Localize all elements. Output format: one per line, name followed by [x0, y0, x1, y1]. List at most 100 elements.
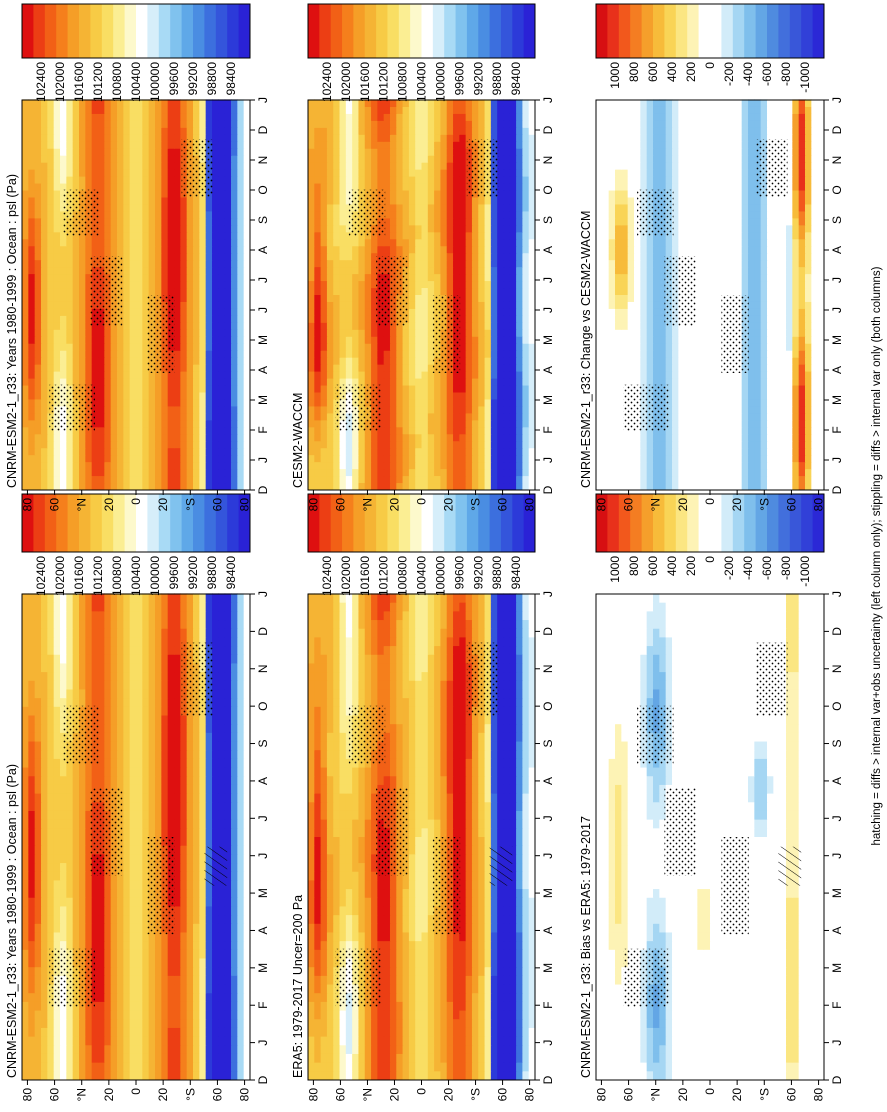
heatmap-cell	[333, 810, 341, 820]
heatmap-cell	[383, 706, 391, 716]
heatmap-cell	[528, 905, 536, 916]
heatmap-cell	[326, 897, 334, 907]
heatmap-cell	[212, 966, 219, 976]
heatmap-cell	[314, 654, 322, 664]
heatmap-cell	[218, 723, 226, 733]
heatmap-cell	[516, 732, 523, 742]
heatmap-cell	[352, 897, 360, 907]
heatmap-cell	[358, 819, 366, 829]
heatmap-cell	[41, 923, 48, 933]
heatmap-cell	[345, 905, 353, 916]
heatmap-cell	[503, 905, 511, 916]
heatmap-cell	[53, 628, 61, 638]
heatmap-cell	[28, 975, 36, 985]
heatmap-cell	[497, 758, 505, 768]
heatmap-cell	[646, 914, 654, 924]
heatmap-cell	[110, 1009, 118, 1020]
heatmap-cell	[497, 940, 505, 950]
heatmap-cell	[371, 645, 378, 655]
heatmap-cell	[161, 810, 169, 820]
heatmap-cell	[243, 923, 251, 933]
heatmap-cell	[41, 758, 48, 768]
heatmap-cell	[453, 810, 460, 820]
heatmap-cell	[396, 680, 404, 690]
heatmap-cell	[161, 1062, 169, 1072]
heatmap-cell	[333, 793, 341, 803]
heatmap-cell	[497, 732, 505, 742]
heatmap-cell	[434, 714, 442, 725]
heatmap-cell	[148, 610, 156, 621]
heatmap-cell	[60, 1044, 67, 1054]
heatmap-cell	[218, 966, 226, 976]
heatmap-cell	[308, 602, 315, 612]
heatmap-cell	[72, 610, 80, 621]
heatmap-cell	[684, 992, 692, 1002]
heatmap-cell	[237, 836, 245, 846]
heatmap-cell	[615, 1044, 622, 1054]
heatmap-cell	[446, 957, 454, 968]
heatmap-cell	[34, 1062, 42, 1072]
colorbar-swatch	[319, 494, 332, 552]
heatmap-cell	[161, 992, 169, 1002]
heatmap-cell	[28, 836, 36, 846]
heatmap-cell	[465, 714, 473, 725]
heatmap-cell	[91, 1009, 99, 1020]
heatmap-cell	[440, 758, 448, 768]
heatmap-cell	[352, 1036, 360, 1046]
heatmap-cell	[773, 1044, 781, 1054]
heatmap-cell	[792, 1001, 800, 1011]
colorbar-label: 102000	[53, 556, 67, 596]
heatmap-cell	[516, 801, 523, 811]
heatmap-cell	[389, 949, 397, 959]
heatmap-cell	[691, 983, 698, 994]
heatmap-cell	[53, 853, 61, 864]
heatmap-cell	[320, 671, 328, 681]
heatmap-cell	[148, 688, 156, 699]
colorbar-label: 99600	[452, 556, 466, 590]
heatmap-cell	[22, 645, 29, 655]
heatmap-cell	[509, 1062, 517, 1072]
heatmap-cell	[308, 680, 315, 690]
heatmap-cell	[136, 966, 143, 976]
heatmap-cell	[627, 1053, 635, 1063]
heatmap-cell	[34, 1009, 42, 1020]
heatmap-cell	[427, 966, 435, 976]
heatmap-cell	[621, 923, 629, 933]
heatmap-cell	[434, 810, 442, 820]
heatmap-cell	[383, 671, 391, 681]
heatmap-cell	[503, 923, 511, 933]
heatmap-cell	[231, 1027, 238, 1037]
heatmap-cell	[684, 888, 692, 898]
heatmap-cell	[396, 949, 404, 959]
heatmap-cell	[34, 636, 42, 647]
heatmap-cell	[314, 827, 322, 837]
heatmap-cell	[640, 905, 648, 916]
heatmap-cell	[408, 940, 416, 950]
heatmap-cell	[440, 688, 448, 699]
heatmap-cell	[123, 992, 131, 1002]
heatmap-cell	[110, 662, 118, 673]
heatmap-cell	[402, 966, 410, 976]
heatmap-cell	[528, 1053, 536, 1063]
heatmap-cell	[453, 1009, 460, 1020]
heatmap-cell	[186, 593, 194, 603]
heatmap-cell	[396, 983, 404, 994]
heatmap-cell	[672, 983, 679, 994]
heatmap-cell	[60, 593, 67, 603]
heatmap-cell	[41, 740, 48, 751]
heatmap-cell	[123, 1062, 131, 1072]
heatmap-cell	[471, 836, 479, 846]
heatmap-cell	[117, 975, 124, 985]
heatmap-cell	[722, 1053, 730, 1063]
heatmap-cell	[237, 749, 245, 759]
heatmap-cell	[490, 975, 498, 985]
heatmap-cell	[148, 983, 156, 994]
heatmap-cell	[148, 1001, 156, 1011]
heatmap-cell	[528, 1009, 536, 1020]
heatmap-cell	[478, 1018, 486, 1028]
heatmap-cell	[34, 706, 42, 716]
heatmap-cell	[767, 888, 774, 898]
heatmap-cell	[798, 1044, 806, 1054]
stipple-region	[348, 705, 386, 765]
heatmap-cell	[805, 1036, 812, 1046]
